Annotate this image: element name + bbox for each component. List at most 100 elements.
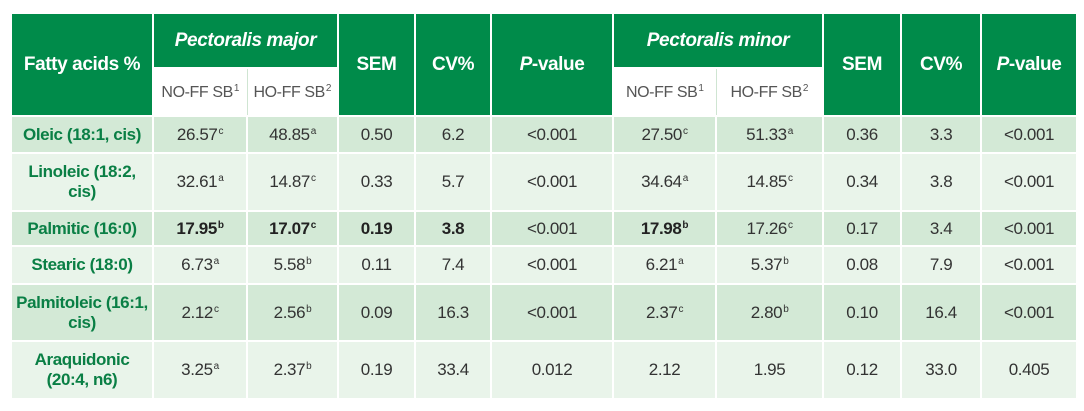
- cell-value: 14.85: [746, 172, 787, 191]
- cell-value: 0.19: [360, 360, 393, 379]
- cell-value: 0.10: [846, 302, 878, 322]
- table-row: Palmitic (16:0) 17.95b 17.07c 0.19 3.8 <0.001…: [10, 210, 1079, 247]
- superscript: c: [310, 173, 316, 184]
- header-cell: Pectoralis major: [151, 12, 340, 69]
- cell-value: 26.57: [176, 124, 218, 144]
- cell-value: 34.64: [641, 172, 682, 191]
- table-row: Stearic (18:0) 6.73a 5.58b 0.11 7.4 <0.001 6.2…: [10, 245, 1079, 285]
- cell-value: <0.001: [526, 302, 578, 322]
- header-text: CV%: [919, 53, 963, 75]
- superscript: c: [682, 125, 688, 137]
- data-cell: <0.001: [490, 115, 615, 154]
- superscript: a: [787, 125, 794, 137]
- cell-value: <0.001: [526, 172, 578, 191]
- superscript: c: [218, 125, 224, 137]
- cell-value: 2.37: [645, 302, 678, 322]
- data-cell: 2.12c: [152, 283, 248, 342]
- subheader-cell: NO-FF SB1: [152, 67, 248, 117]
- row-label: Araquidonic (20:4, n6): [10, 340, 154, 400]
- data-cell: 0.08: [822, 245, 903, 285]
- data-cell: 5.58b: [245, 245, 340, 285]
- subheader-text: HO-FF SB: [253, 83, 325, 101]
- cell-value: 2.56: [273, 302, 306, 322]
- data-cell: 48.85a: [245, 115, 340, 154]
- superscript: a: [678, 256, 684, 267]
- data-cell: 3.8: [414, 210, 493, 247]
- superscript: a: [213, 256, 220, 267]
- cell-value: 14.87: [269, 172, 310, 191]
- data-cell: 0.36: [822, 115, 903, 154]
- header-cell: SEM: [337, 12, 417, 117]
- data-cell: 5.7: [414, 152, 493, 212]
- header-cell: CV%: [414, 12, 493, 117]
- superscript: 2: [325, 82, 332, 94]
- superscript: a: [310, 125, 317, 137]
- data-cell: <0.001: [490, 152, 615, 212]
- data-cell: <0.001: [980, 283, 1079, 342]
- group-title: Pectoralis minor: [646, 29, 790, 51]
- data-cell: 3.4: [900, 210, 983, 247]
- cell-value: 2.37: [273, 360, 306, 379]
- data-cell: 0.09: [337, 283, 417, 342]
- row-label: Oleic (18:1, cis): [10, 115, 154, 154]
- cell-value: 0.09: [360, 302, 393, 322]
- data-cell: 17.26c: [715, 210, 825, 247]
- data-cell: 33.0: [900, 340, 983, 400]
- table-row: Palmitoleic (16:1, cis) 2.12c 2.56b 0.09 16.…: [10, 283, 1079, 342]
- cell-value: 16.4: [925, 302, 957, 322]
- cell-value: 0.17: [846, 218, 878, 238]
- data-cell: 3.8: [900, 152, 983, 212]
- cell-value: 7.4: [441, 255, 465, 274]
- cell-value: 33.4: [437, 360, 469, 379]
- superscript: 1: [698, 82, 704, 94]
- data-cell: 5.37b: [715, 245, 825, 285]
- cell-value: 7.9: [929, 255, 953, 274]
- cell-value: 0.405: [1008, 360, 1050, 379]
- superscript: c: [310, 219, 317, 231]
- cell-value: <0.001: [1003, 124, 1055, 144]
- data-cell: 14.85c: [715, 152, 825, 212]
- header-cell: CV%: [900, 12, 983, 117]
- superscript: 1: [233, 82, 240, 94]
- cell-value: 6.2: [441, 124, 465, 144]
- superscript: b: [783, 256, 789, 267]
- data-cell: 2.37c: [612, 283, 718, 342]
- data-cell: <0.001: [980, 152, 1079, 212]
- superscript: a: [213, 361, 220, 372]
- data-cell: 34.64a: [612, 152, 718, 212]
- row-label: Linoleic (18:2, cis): [10, 152, 154, 212]
- superscript: b: [306, 256, 312, 267]
- table-row: Araquidonic (20:4, n6) 3.25a 2.37b 0.19 33.4…: [10, 340, 1079, 400]
- cell-value: <0.001: [526, 255, 578, 274]
- header-text: SEM: [842, 53, 883, 75]
- superscript: c: [678, 303, 684, 315]
- data-cell: 0.33: [337, 152, 417, 212]
- subheader-text: NO-FF SB: [625, 83, 698, 101]
- data-cell: 7.9: [900, 245, 983, 285]
- superscript: c: [787, 173, 793, 184]
- header-cell: P-value: [490, 12, 615, 117]
- data-cell: 7.4: [414, 245, 493, 285]
- cell-value: <0.001: [1003, 255, 1055, 274]
- data-cell: 2.80b: [715, 283, 825, 342]
- header-cell: Pectoralis minor: [612, 12, 825, 69]
- cell-value: 2.12: [181, 302, 213, 322]
- data-cell: 2.12: [612, 340, 718, 400]
- superscript: b: [783, 303, 789, 315]
- subheader-row: NO-FF SB1 HO-FF SB2 NO-FF SB1 HO-FF SB2: [11, 67, 1077, 117]
- cell-value: <0.001: [1003, 172, 1055, 191]
- data-cell: <0.001: [980, 115, 1079, 154]
- cell-value: 0.33: [360, 172, 393, 191]
- header-text: -value: [531, 53, 585, 75]
- data-cell: 0.11: [337, 245, 417, 285]
- subheader-cell: NO-FF SB1: [612, 67, 717, 117]
- cell-value: 2.80: [750, 302, 783, 322]
- data-cell: 3.25a: [152, 340, 248, 400]
- cell-value: 3.3: [929, 124, 953, 144]
- cell-value: 3.25: [181, 360, 213, 379]
- superscript: 2: [802, 82, 809, 94]
- data-cell: 0.19: [337, 210, 417, 247]
- data-cell: 33.4: [414, 340, 493, 400]
- cell-value: 48.85: [269, 124, 310, 144]
